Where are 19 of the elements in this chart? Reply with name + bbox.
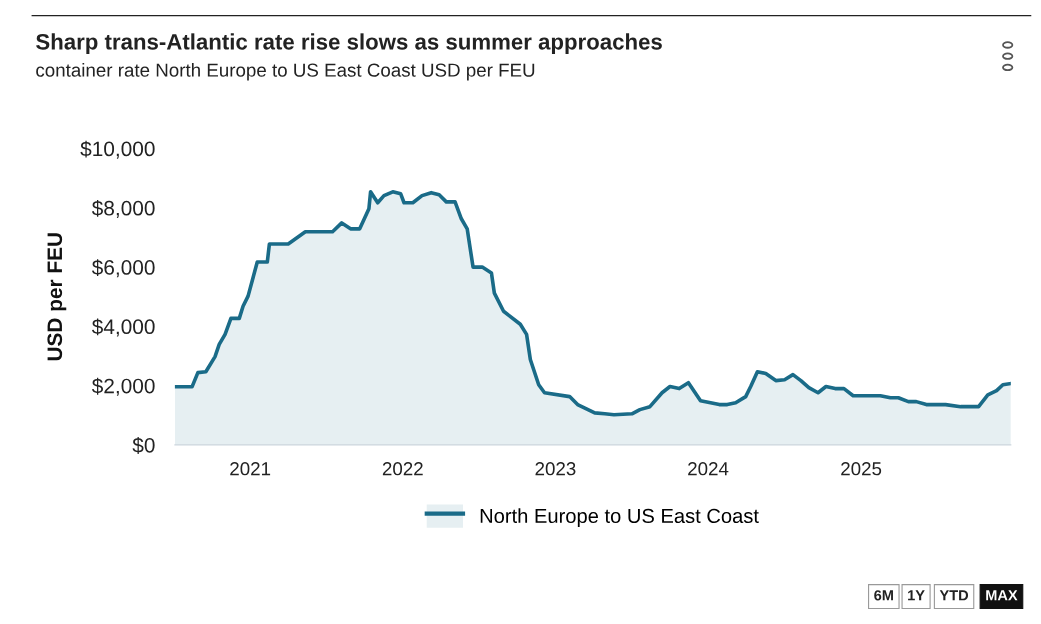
chart-title: Sharp trans-Atlantic rate rise slows as summer approaches — [36, 33, 662, 55]
x-tick-label: 2024 — [688, 462, 729, 476]
x-tick-label: 2023 — [535, 462, 576, 476]
x-tick-label: 2025 — [841, 462, 882, 476]
chart-subtitle: container rate North Europe to US East Coast USD per FEU — [36, 63, 535, 81]
text: 1Y — [908, 590, 925, 601]
x-tick-label: 2021 — [230, 462, 271, 476]
y-tick-label: $10,000 — [80, 140, 155, 159]
y-tick-label: $8,000 — [91, 199, 155, 219]
y-tick-label: $4,000 — [91, 318, 155, 337]
x-tick-label: 2022 — [382, 462, 423, 476]
legend-label: North Europe to US East Coast — [480, 508, 759, 528]
y-tick-label: $0 — [132, 437, 155, 454]
y-axis-title: USD per FEU — [47, 233, 67, 361]
text: YTD — [939, 590, 969, 601]
y-tick-label: $2,000 — [91, 377, 155, 396]
y-tick-label: $6,000 — [91, 259, 155, 278]
text: MAX — [986, 590, 1018, 601]
text: 6M — [874, 590, 893, 601]
